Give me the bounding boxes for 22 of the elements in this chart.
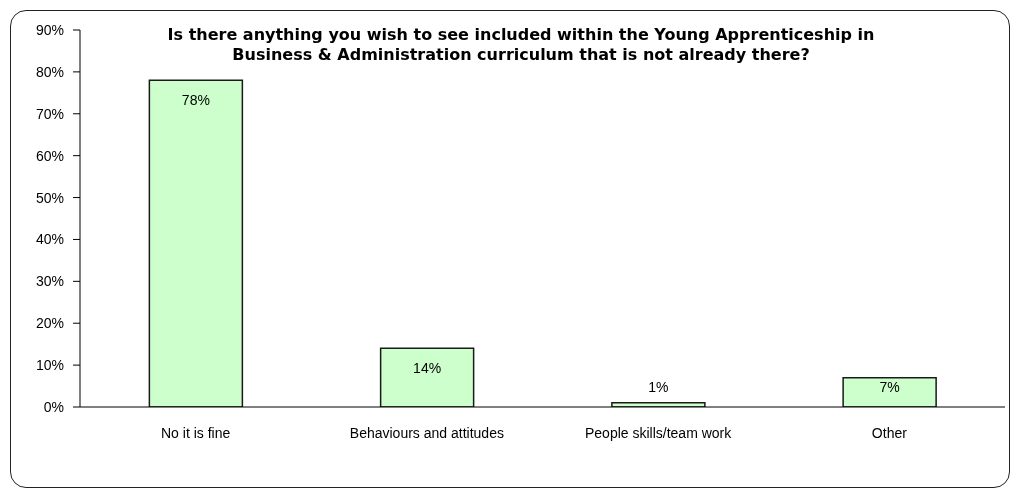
bar <box>148 79 244 407</box>
y-tick-label: 70% <box>35 105 64 122</box>
y-tick-label: 10% <box>35 357 64 374</box>
y-tick-label: 90% <box>35 21 64 38</box>
y-tick-label: 0% <box>43 398 64 415</box>
y-tick-label: 80% <box>35 63 64 80</box>
chart-title: Is there anything you wish to see included within the Young Apprenticeship in Business & Administration curriculum that is not already there? <box>166 25 876 65</box>
x-tick-label: Behaviours and attitudes <box>349 424 504 441</box>
data-label: 14% <box>413 360 442 377</box>
data-label: 78% <box>181 92 210 109</box>
y-tick-label: 60% <box>35 147 64 164</box>
x-tick-label: No it is fine <box>161 424 231 441</box>
bar <box>379 347 475 407</box>
y-tick-label: 50% <box>35 189 64 206</box>
data-label: 1% <box>648 379 669 395</box>
y-tick-label: 40% <box>35 231 64 248</box>
x-tick-label: Other <box>871 424 908 441</box>
y-tick-label: 20% <box>35 315 64 332</box>
bar <box>842 376 937 407</box>
y-tick-label: 30% <box>35 273 64 290</box>
x-tick-label: People skills/team work <box>584 424 733 441</box>
data-label: 7% <box>879 379 900 395</box>
